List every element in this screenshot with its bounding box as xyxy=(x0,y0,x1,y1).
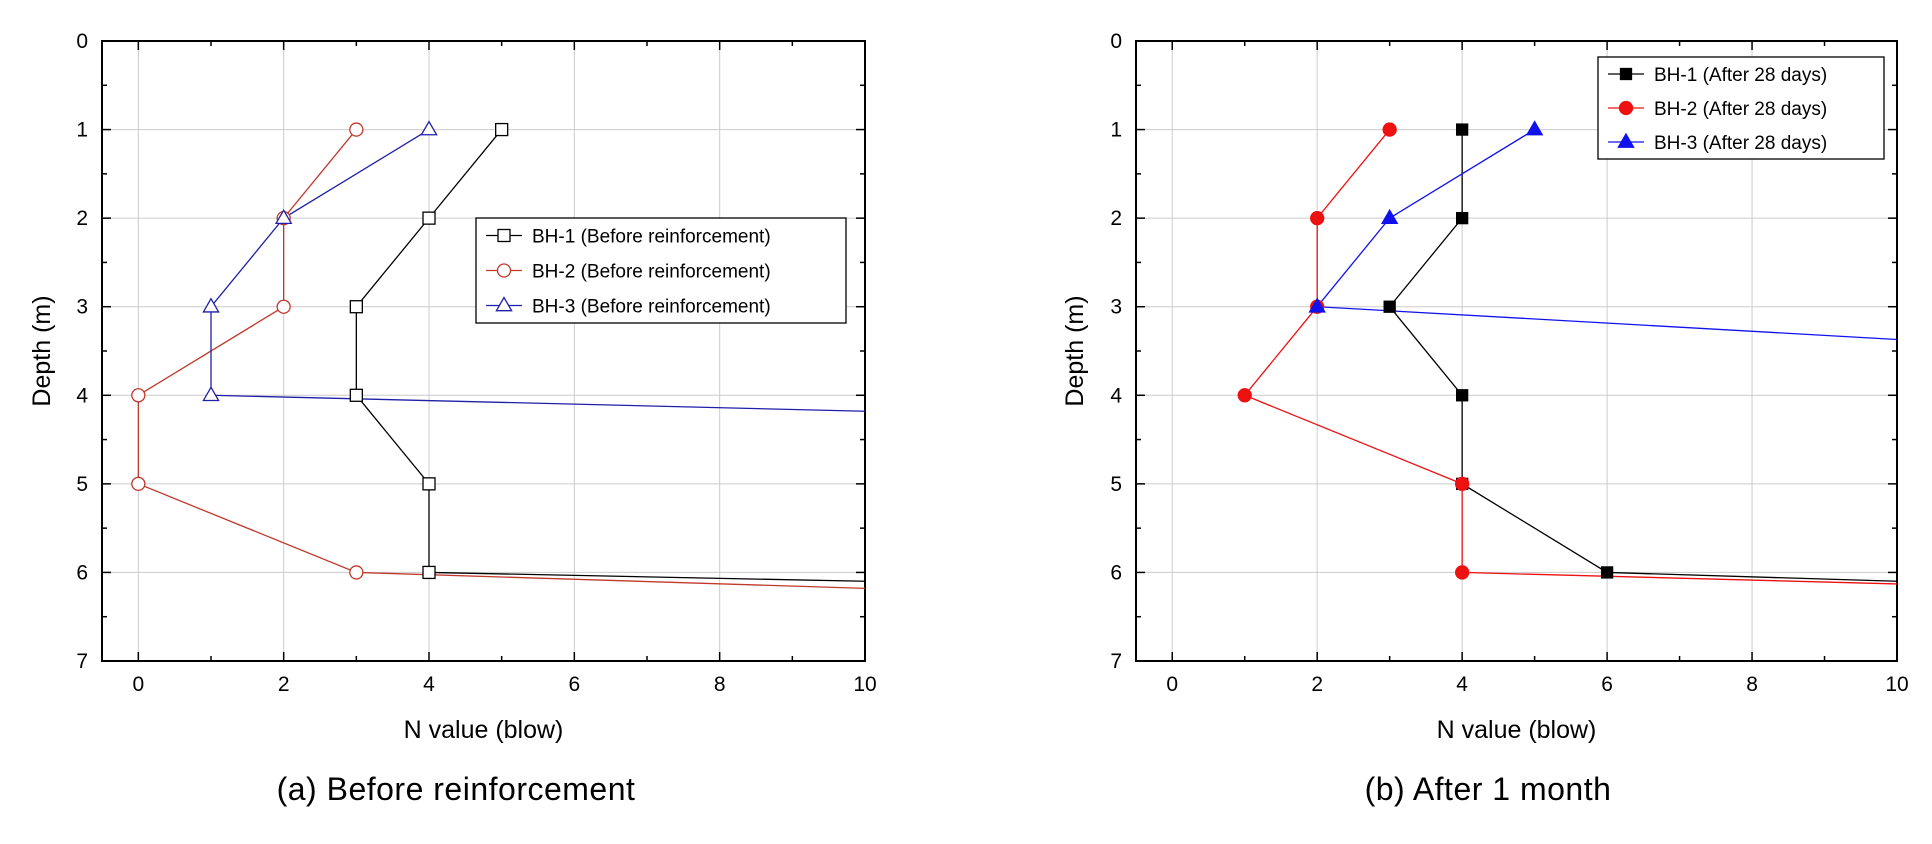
legend-label: BH-1 (After 28 days) xyxy=(1654,65,1827,86)
y-tick-label: 5 xyxy=(1110,473,1122,496)
plot-area xyxy=(1237,120,1897,585)
legend-marker xyxy=(1619,67,1633,81)
legend-box xyxy=(1597,56,1885,160)
legend-marker xyxy=(1618,100,1634,116)
plot-area xyxy=(131,120,865,590)
x-tick-label: 2 xyxy=(1311,673,1323,696)
y-tick-label: 7 xyxy=(1110,650,1122,673)
data-point-3 xyxy=(274,208,293,224)
y-tick-label: 5 xyxy=(76,473,88,496)
x-axis-title: N value (blow) xyxy=(1437,716,1597,744)
data-point-1 xyxy=(495,122,509,137)
grid xyxy=(102,41,865,661)
x-tick-label: 8 xyxy=(1746,673,1758,696)
y-tick-label: 1 xyxy=(1110,119,1122,142)
y-tick-label: 0 xyxy=(76,30,88,53)
series-line-3 xyxy=(1315,129,1897,341)
data-point-3 xyxy=(1380,208,1399,224)
chart-panel-b: 0 2 4 6 8 10 0 1 2 3 4 5 6 7 N value (blow) Depth (m) BH… xyxy=(1061,30,1909,807)
data-point-1 xyxy=(1383,300,1396,313)
plot-frame xyxy=(101,40,866,662)
y-tick-label: 7 xyxy=(76,650,88,673)
panel-caption: (b) After 1 month xyxy=(1365,771,1612,807)
legend-label: BH-2 (Before reinforcement) xyxy=(532,262,771,283)
y-tick-label: 6 xyxy=(76,561,88,584)
chart-panel-a: 0 2 4 6 8 10 0 1 2 3 4 5 6 7 N value (blow) Depth (m) BH… xyxy=(28,30,877,807)
y-tick-label: 2 xyxy=(76,207,88,230)
x-axis-title: N value (blow) xyxy=(404,716,564,744)
y-tick-label: 1 xyxy=(76,119,88,142)
legend-marker xyxy=(496,263,512,278)
x-tick-label: 10 xyxy=(853,673,876,696)
data-point-2 xyxy=(1382,122,1397,137)
x-tick-label: 6 xyxy=(568,673,580,696)
y-tick-label: 3 xyxy=(76,296,88,319)
data-point-2 xyxy=(1237,388,1252,403)
legend-marker xyxy=(495,296,513,312)
data-point-2 xyxy=(1454,565,1470,580)
data-point-2 xyxy=(1310,210,1325,226)
x-tick-label: 2 xyxy=(278,673,290,696)
data-point-3 xyxy=(1525,120,1544,136)
data-point-1 xyxy=(1600,566,1614,579)
data-point-1 xyxy=(422,565,436,580)
data-point-2 xyxy=(349,122,364,137)
panel-caption: (a) Before reinforcement xyxy=(277,771,636,807)
y-axis-title: Depth (m) xyxy=(28,295,56,406)
x-tick-label: 8 xyxy=(714,673,726,696)
y-tick-label: 6 xyxy=(1110,561,1122,584)
series-line-1 xyxy=(355,129,865,582)
data-point-1 xyxy=(422,477,436,491)
data-point-2 xyxy=(1454,476,1470,492)
data-point-1 xyxy=(1455,123,1469,136)
data-point-2 xyxy=(131,388,146,403)
y-tick-label: 0 xyxy=(1110,30,1122,53)
legend-label: BH-2 (After 28 days) xyxy=(1654,99,1827,120)
legend-label: BH-1 (Before reinforcement) xyxy=(532,227,771,248)
x-tick-label: 4 xyxy=(1456,673,1468,696)
data-point-2 xyxy=(276,299,291,314)
data-point-3 xyxy=(202,385,220,402)
series-line-1 xyxy=(1388,129,1897,582)
data-point-2 xyxy=(349,565,364,580)
y-tick-label: 4 xyxy=(1110,384,1122,407)
y-tick-label: 2 xyxy=(1110,207,1122,230)
legend-box xyxy=(475,217,847,324)
x-tick-label: 4 xyxy=(423,673,435,696)
legend-marker xyxy=(1617,132,1635,148)
data-point-3 xyxy=(1308,297,1326,313)
data-point-1 xyxy=(349,300,363,314)
legend: BH-1 (After 28 days) BH-2 (After 28 days)… xyxy=(1597,56,1885,160)
legend-label: BH-3 (Before reinforcement) xyxy=(532,297,771,318)
x-tick-label: 6 xyxy=(1601,673,1613,696)
data-point-1 xyxy=(349,388,363,402)
x-tick-label: 10 xyxy=(1885,673,1908,696)
x-tick-label: 0 xyxy=(132,673,144,696)
data-point-1 xyxy=(422,211,436,225)
y-tick-label: 3 xyxy=(1110,296,1122,319)
data-point-2 xyxy=(131,476,146,492)
y-axis-title: Depth (m) xyxy=(1061,295,1089,406)
y-tick-label: 4 xyxy=(76,384,88,407)
legend: BH-1 (Before reinforcement) BH-2 (Before … xyxy=(475,217,847,324)
legend-marker xyxy=(497,228,511,243)
data-point-3 xyxy=(420,120,438,136)
data-point-3 xyxy=(202,297,220,313)
data-point-1 xyxy=(1455,211,1469,225)
series-line-2 xyxy=(1243,129,1897,585)
data-point-1 xyxy=(1455,389,1469,402)
legend-label: BH-3 (After 28 days) xyxy=(1654,133,1827,154)
x-tick-label: 0 xyxy=(1166,673,1178,696)
series-line-2 xyxy=(137,129,865,590)
